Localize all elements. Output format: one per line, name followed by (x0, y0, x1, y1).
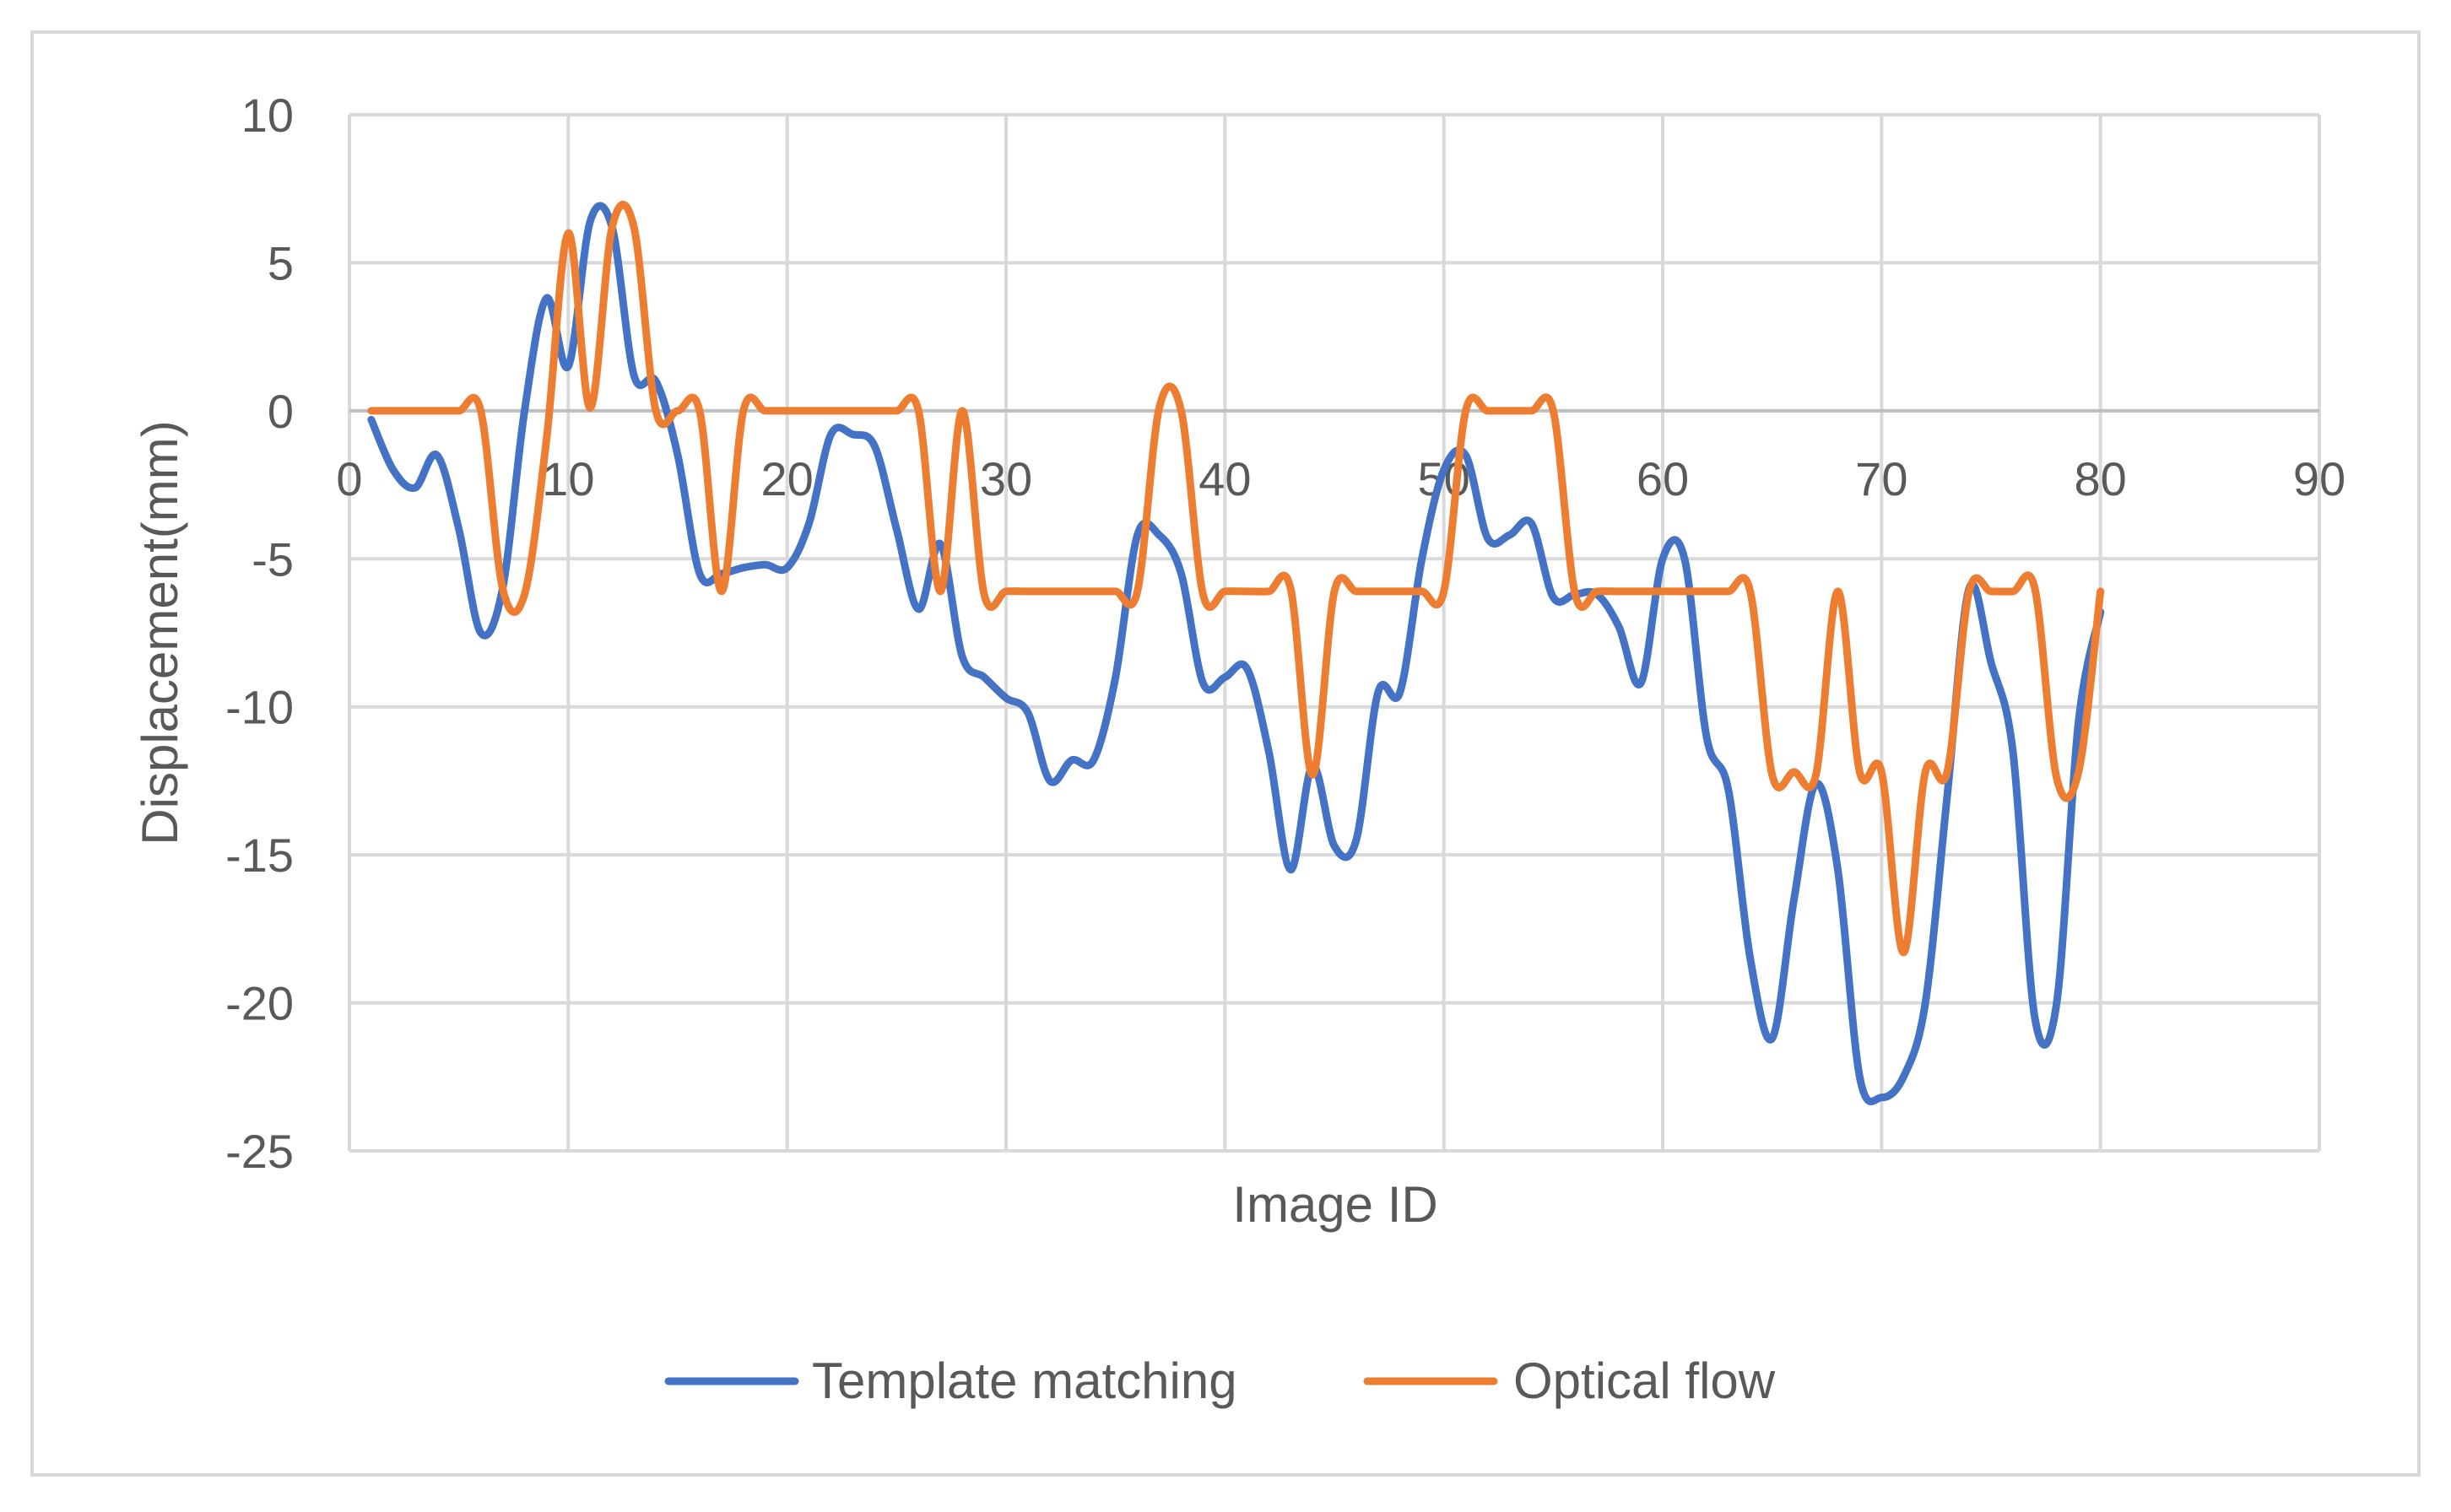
x-tick-label: 10 (542, 452, 594, 505)
x-tick-label: 20 (761, 452, 814, 505)
y-tick-label: -10 (225, 681, 294, 734)
y-tick-label: 10 (241, 89, 294, 142)
x-tick-label: 60 (1637, 452, 1689, 505)
series-lines (367, 200, 2105, 1105)
y-tick-label: 0 (268, 385, 294, 438)
x-tick-label: 80 (2075, 452, 2127, 505)
y-tick-label: -20 (225, 977, 294, 1030)
legend-label: Template matching (812, 1353, 1237, 1409)
y-tick-label: -15 (225, 829, 294, 882)
legend: Template matching Optical flow (664, 1353, 1776, 1409)
x-axis-label: Image ID (1232, 1176, 1437, 1233)
y-tick-label: -25 (225, 1125, 294, 1178)
x-tick-label: 90 (2293, 452, 2345, 505)
y-axis-label: Displacement(mm) (132, 420, 188, 845)
x-tick-label: 30 (980, 452, 1032, 505)
x-tick-label: 40 (1198, 452, 1251, 505)
x-tick-label: 70 (1855, 452, 1907, 505)
y-tick-label: 5 (268, 236, 294, 289)
series-line-optical-flow (367, 200, 2105, 957)
legend-label: Optical flow (1513, 1353, 1776, 1409)
y-tick-label: -5 (252, 532, 294, 586)
x-tick-label: 0 (336, 452, 362, 505)
